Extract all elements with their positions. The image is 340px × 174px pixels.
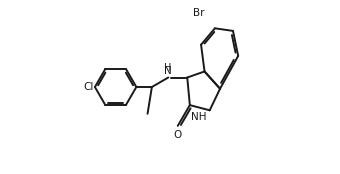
- Text: N: N: [164, 66, 171, 76]
- Text: Cl: Cl: [84, 82, 94, 92]
- Text: O: O: [174, 130, 182, 140]
- Text: H: H: [164, 63, 171, 73]
- Text: Br: Br: [193, 8, 204, 18]
- Text: NH: NH: [191, 112, 207, 122]
